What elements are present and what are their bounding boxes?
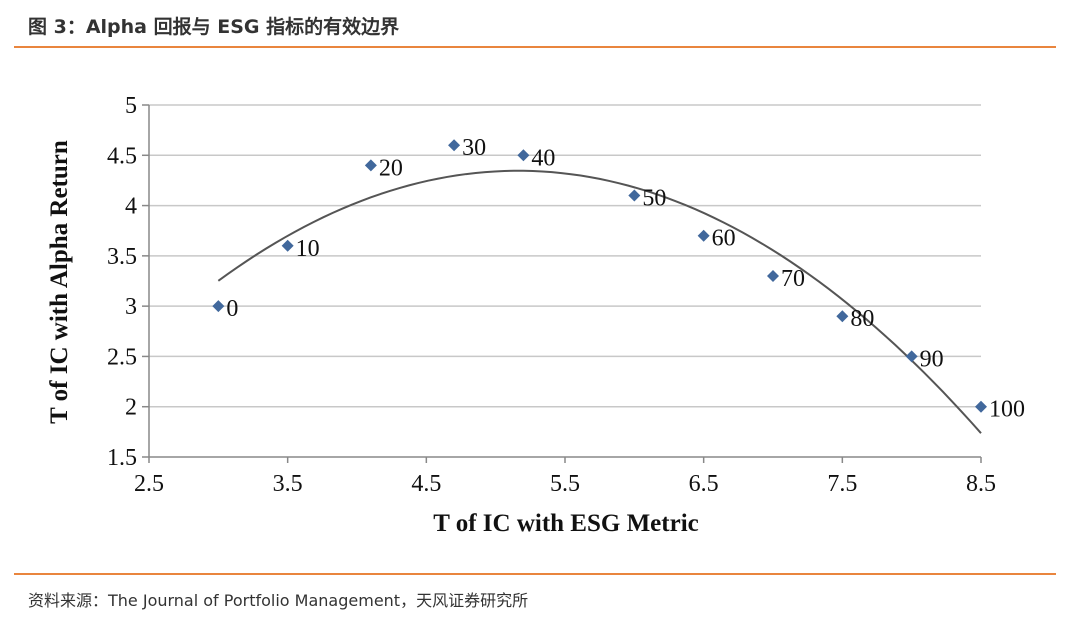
data-point-0 [212, 300, 225, 313]
data-point-40 [517, 149, 530, 162]
trend-curve-path [217, 169, 982, 434]
data-markers [212, 139, 987, 413]
y-tick-label: 4.5 [107, 143, 137, 169]
y-tick-label: 3 [125, 294, 137, 320]
x-tick-label: 6.5 [689, 471, 719, 497]
data-point-70 [767, 269, 779, 282]
point-label-30: 30 [462, 135, 486, 161]
tick-labels: 1.5 2 2.5 3 3.5 4 4.5 5 2.5 3.5 4.5 5.5 6.5 7.5 8.5 [107, 93, 996, 497]
point-label-10: 10 [296, 236, 320, 262]
x-tick-label: 2.5 [134, 471, 164, 497]
y-tick-label: 5 [125, 93, 137, 119]
data-point-80 [836, 310, 849, 323]
point-label-60: 60 [712, 226, 736, 252]
top-divider [14, 46, 1056, 48]
data-point-100 [975, 400, 987, 413]
trend-curve [217, 169, 982, 434]
point-label-40: 40 [531, 145, 555, 171]
axes [142, 104, 982, 463]
data-point-60 [697, 229, 710, 242]
y-tick-label: 2.5 [107, 344, 137, 370]
figure-title: 图 3：Alpha 回报与 ESG 指标的有效边界 [28, 16, 400, 38]
point-label-0: 0 [226, 296, 238, 322]
bottom-divider [14, 573, 1056, 575]
x-axis-title: T of IC with ESG Metric [433, 510, 699, 537]
x-tick-label: 4.5 [411, 471, 441, 497]
point-label-70: 70 [781, 266, 805, 292]
scatter-chart: 0 10 20 30 40 50 60 70 80 90 100 1.5 2 2.5 3 3.5 4 4.5 5 2… [46, 93, 1025, 537]
point-label-80: 80 [850, 306, 874, 332]
data-point-10 [281, 239, 294, 252]
gridlines [149, 104, 981, 408]
y-axis-title: T of IC with Alpha Return [46, 140, 73, 424]
data-point-50 [628, 189, 641, 202]
y-tick-label: 4 [125, 194, 137, 220]
point-label-20: 20 [379, 155, 403, 181]
y-tick-label: 1.5 [107, 445, 137, 471]
data-point-90 [905, 350, 918, 363]
point-labels: 0 10 20 30 40 50 60 70 80 90 100 [226, 135, 1025, 422]
data-point-30 [448, 139, 461, 152]
y-tick-label: 3.5 [107, 244, 137, 270]
point-label-50: 50 [642, 186, 666, 212]
source-note: 资料来源：The Journal of Portfolio Management… [28, 591, 529, 610]
x-tick-label: 7.5 [827, 471, 857, 497]
y-tick-label: 2 [125, 395, 137, 421]
data-point-20 [364, 159, 377, 172]
point-label-90: 90 [920, 346, 944, 372]
x-tick-label: 8.5 [966, 471, 996, 497]
point-label-100: 100 [989, 397, 1025, 423]
x-tick-label: 5.5 [550, 471, 580, 497]
x-tick-label: 3.5 [273, 471, 303, 497]
